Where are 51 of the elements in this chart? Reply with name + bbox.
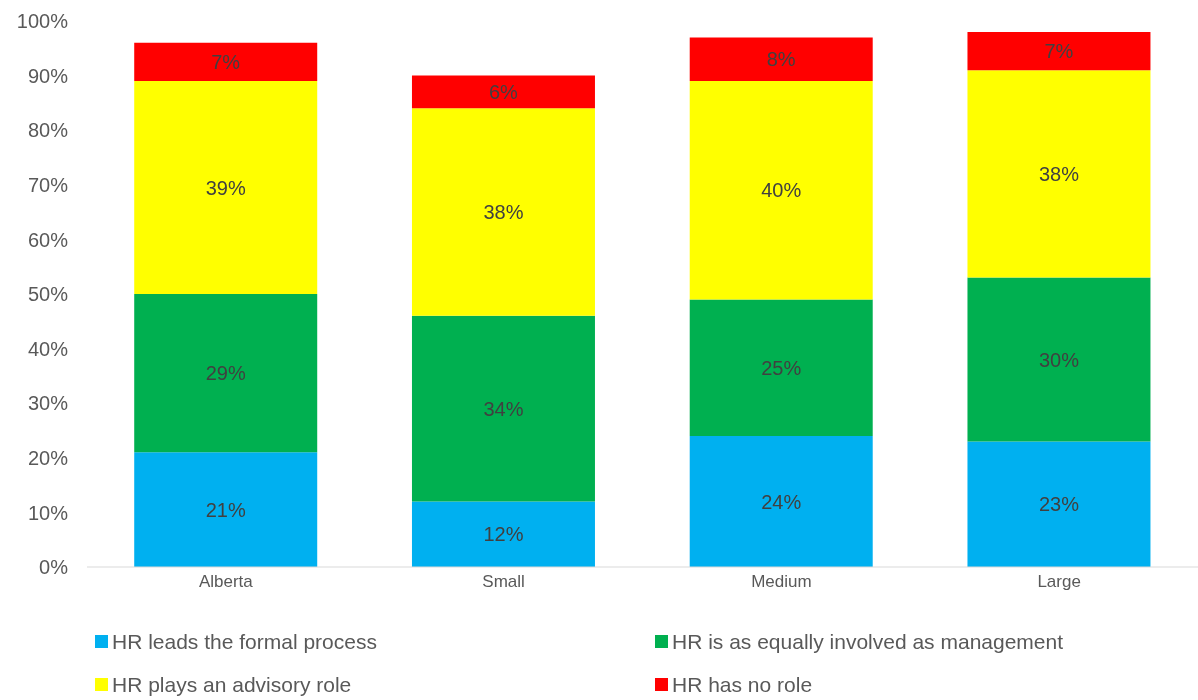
bar — [411, 75, 595, 109]
data-label: 34% — [483, 397, 524, 420]
y-tick-label: 70% — [27, 173, 69, 196]
data-label: 38% — [483, 201, 524, 224]
y-tick-label: 40% — [27, 337, 69, 360]
data-label: 7% — [1044, 40, 1074, 63]
bar — [411, 108, 595, 316]
y-tick-label: 20% — [27, 446, 69, 469]
data-label: 38% — [1038, 162, 1080, 185]
bar — [967, 31, 1151, 71]
y-tick-label: 50% — [27, 283, 69, 306]
bar — [134, 294, 318, 453]
data-label: 40% — [761, 179, 802, 202]
bar — [134, 42, 318, 82]
x-tick-label: Large — [1037, 572, 1081, 592]
y-tick-label: 90% — [27, 64, 69, 87]
y-tick-label: 80% — [27, 119, 69, 142]
data-label: 29% — [205, 362, 246, 385]
data-label: 21% — [205, 498, 246, 521]
data-label: 23% — [1038, 493, 1080, 516]
y-tick-label: 10% — [27, 501, 69, 524]
data-label: 39% — [205, 176, 246, 199]
x-tick-label: Small — [482, 572, 525, 592]
bar — [967, 70, 1151, 278]
y-tick-label: 30% — [27, 392, 69, 415]
data-label: 7% — [211, 51, 241, 74]
bar — [134, 81, 318, 294]
data-label: 24% — [761, 490, 802, 513]
bar — [411, 501, 595, 567]
y-tick-label: 60% — [27, 228, 69, 251]
x-tick-label: Alberta — [198, 572, 254, 592]
data-label: 8% — [766, 48, 796, 71]
legend-label: HR is as equally involved as management — [672, 629, 1064, 654]
y-tick-label: 0% — [39, 556, 69, 579]
legend-label: HR leads the formal process — [112, 629, 377, 654]
bar — [967, 441, 1151, 567]
bar — [689, 299, 873, 436]
legend-label: HR plays an advisory role — [112, 672, 352, 697]
bar — [967, 277, 1151, 442]
x-tick-label: Medium — [751, 572, 812, 592]
data-label: 6% — [489, 81, 519, 104]
y-tick-label: 100% — [16, 10, 69, 33]
bar — [689, 37, 873, 82]
bar — [134, 452, 318, 567]
legend-label: HR has no role — [672, 672, 813, 697]
bar — [411, 315, 595, 502]
data-label: 25% — [761, 356, 802, 379]
data-label: 12% — [483, 523, 524, 546]
bar — [689, 81, 873, 300]
data-label: 30% — [1038, 348, 1080, 371]
bar — [689, 435, 873, 567]
